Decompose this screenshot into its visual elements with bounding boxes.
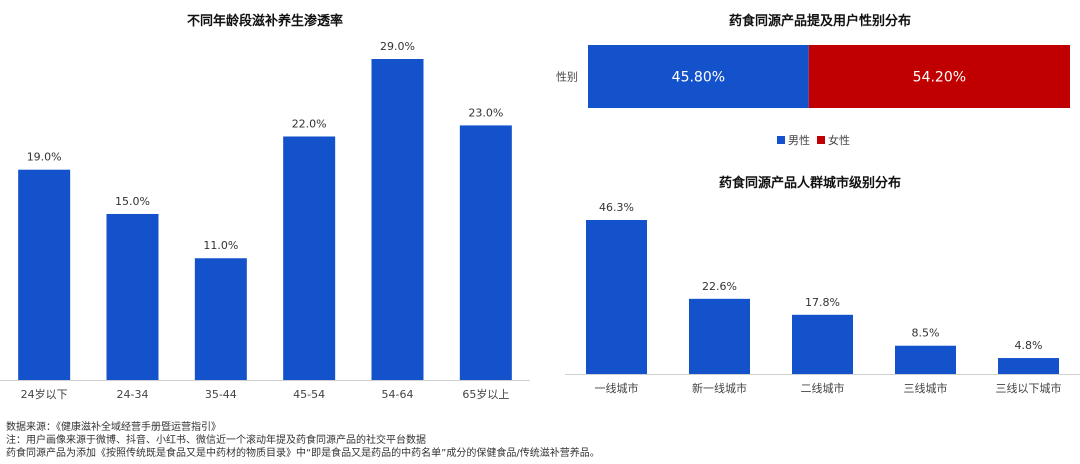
bar-4 bbox=[371, 59, 424, 380]
bar-3 bbox=[895, 345, 956, 374]
city-tier-chart: 46.3% 一线城市 22.6% 新一线城市 17.8% 二线城市 8.5% 三线城市 4.8%… bbox=[565, 201, 1080, 395]
data-label-2: 17.8% bbox=[805, 296, 840, 309]
bar-2 bbox=[792, 314, 853, 374]
bar-4 bbox=[998, 358, 1059, 374]
legend-swatch-1 bbox=[817, 136, 825, 144]
legend-label-1: 女性 bbox=[828, 133, 850, 147]
category-label-2: 35-44 bbox=[205, 388, 237, 401]
age-chart-title: 不同年龄段滋补养生渗透率 bbox=[186, 14, 343, 29]
data-label-5: 23.0% bbox=[468, 106, 503, 119]
gender-distribution-chart: 性别 45.80% 54.20% 男性 女性 bbox=[556, 45, 1070, 147]
gender-category-label: 性别 bbox=[556, 70, 578, 84]
bar-2 bbox=[194, 258, 247, 380]
category-label-3: 45-54 bbox=[293, 388, 325, 401]
user-profile-note: 注：用户画像来源于微博、抖音、小红书、微信近一个滚动年提及药食同源产品的社交平台… bbox=[6, 435, 426, 446]
footnotes: 数据来源：《健康滋补全域经营手册暨运营指引》 注：用户画像来源于微博、抖音、小红… bbox=[6, 421, 600, 460]
data-label-3: 22.0% bbox=[292, 117, 327, 130]
data-label-0: 19.0% bbox=[27, 151, 62, 164]
data-label-2: 11.0% bbox=[203, 239, 238, 252]
data-label-4: 4.8% bbox=[1015, 339, 1043, 352]
gender-value-label-1: 54.20% bbox=[913, 70, 966, 86]
data-label-1: 22.6% bbox=[702, 280, 737, 293]
city-chart-title: 药食同源产品人群城市级别分布 bbox=[718, 176, 901, 191]
legend-label-0: 男性 bbox=[788, 133, 810, 147]
gender-bar-0 bbox=[588, 45, 809, 108]
category-label-5: 65岁以上 bbox=[462, 387, 509, 401]
gender-value-label-0: 45.80% bbox=[672, 70, 725, 86]
bar-0 bbox=[18, 169, 71, 380]
bar-1 bbox=[106, 213, 159, 380]
product-definition-note: 药食同源产品为添加《按照传统既是食品又是中药材的物质目录》中“即是食品又是药品的… bbox=[6, 448, 600, 459]
data-label-1: 15.0% bbox=[115, 195, 150, 208]
category-label-4: 三线以下城市 bbox=[996, 381, 1062, 395]
data-label-0: 46.3% bbox=[599, 201, 634, 214]
source-note: 数据来源：《健康滋补全域经营手册暨运营指引》 bbox=[6, 422, 221, 433]
gender-chart-title: 药食同源产品提及用户性别分布 bbox=[728, 14, 911, 29]
gender-bar-1 bbox=[808, 45, 1070, 108]
category-label-0: 24岁以下 bbox=[21, 387, 68, 401]
age-penetration-chart: 19.0% 24岁以下 15.0% 24-34 11.0% 35-44 22.0% 45-54… bbox=[0, 40, 530, 401]
bar-5 bbox=[459, 125, 512, 381]
category-label-4: 54-64 bbox=[382, 388, 414, 401]
bar-1 bbox=[689, 298, 750, 374]
category-label-0: 一线城市 bbox=[595, 381, 639, 395]
category-label-1: 24-34 bbox=[117, 388, 149, 401]
legend-swatch-0 bbox=[777, 136, 785, 144]
category-label-1: 新一线城市 bbox=[692, 381, 747, 395]
category-label-3: 三线城市 bbox=[904, 381, 948, 395]
bar-3 bbox=[283, 136, 336, 380]
category-label-2: 二线城市 bbox=[801, 381, 845, 395]
data-label-3: 8.5% bbox=[912, 327, 940, 340]
bar-0 bbox=[586, 220, 647, 374]
data-label-4: 29.0% bbox=[380, 40, 415, 53]
